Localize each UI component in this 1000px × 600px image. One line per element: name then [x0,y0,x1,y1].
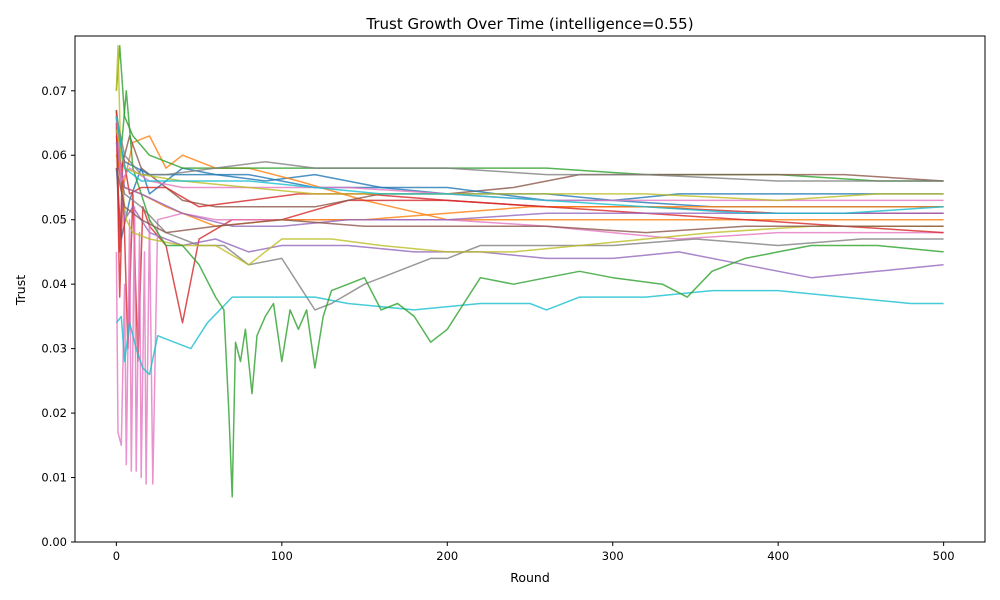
series-line-16 [115,167,944,234]
y-tick-label: 0.04 [41,277,67,291]
series-line-5 [115,142,944,279]
series-line-12 [115,155,944,227]
x-tick-label: 100 [271,549,293,563]
x-tick-label: 200 [436,549,458,563]
series-line-9 [115,44,944,266]
y-tick-label: 0.03 [41,342,67,356]
x-tick-label: 500 [933,549,955,563]
x-tick-label: 0 [113,549,120,563]
series-line-13 [115,90,944,498]
chart-title: Trust Growth Over Time (intelligence=0.5… [365,15,693,33]
series-line-17 [115,116,944,202]
y-tick-label: 0.02 [41,406,67,420]
y-axis: 0.00 0.01 0.02 0.03 0.04 0.05 0.06 0.07 [41,84,75,549]
y-tick-label: 0.00 [41,535,67,549]
series-line-3 [115,44,944,182]
y-tick-label: 0.05 [41,213,67,227]
x-axis: 0 100 200 300 400 500 [113,542,955,563]
y-tick-label: 0.06 [41,148,67,162]
series-line-2 [115,135,944,221]
y-tick-label: 0.01 [41,471,67,485]
series-line-10 [115,289,944,376]
series-line-20 [115,116,944,215]
series-line-1 [115,167,944,240]
series-line-6 [115,116,944,208]
x-axis-label: Round [510,570,550,585]
x-tick-label: 400 [767,549,789,563]
series-line-8 [115,155,944,311]
y-axis-label: Trust [13,275,28,306]
series-line-18 [115,116,944,182]
plot-frame [74,35,986,543]
x-tick-label: 300 [602,549,624,563]
plot-lines [115,44,944,498]
series-line-7 [115,206,944,485]
y-tick-label: 0.07 [41,84,67,98]
